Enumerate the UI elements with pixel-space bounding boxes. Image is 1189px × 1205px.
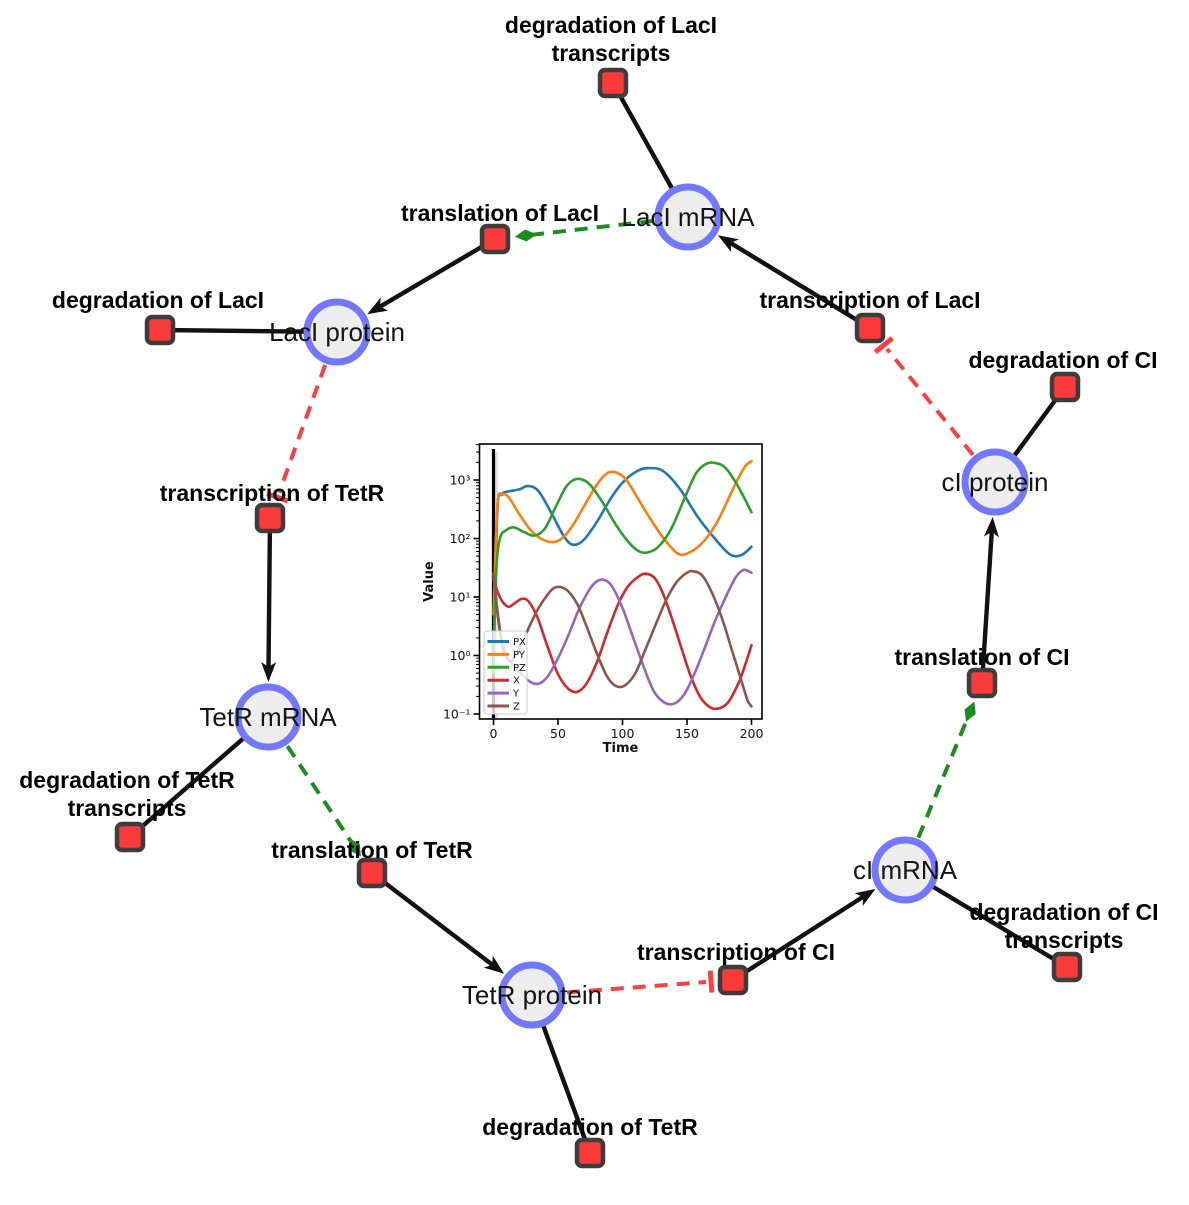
species-node-laci_mrna[interactable] [654, 183, 722, 251]
x-tick-label: 100 [611, 726, 635, 741]
species-label-laci_mrna: LacI mRNA [622, 202, 756, 232]
inhibition-tee [873, 336, 894, 354]
reaction-label-deg_laci: degradation of LacI [52, 287, 264, 313]
series-line-X [492, 572, 753, 711]
species-label-laci_protein: LacI protein [269, 317, 405, 347]
series-line-PY [492, 459, 753, 616]
x-tick-label: 200 [740, 726, 764, 741]
activation-arrowhead [964, 701, 976, 722]
reaction-node-tx_laci[interactable] [854, 312, 886, 344]
y-tick-label: 10¹ [450, 590, 471, 605]
activation-arrowhead [348, 838, 361, 857]
legend-entry-PZ: PZ [513, 663, 526, 674]
arrowhead [261, 661, 277, 682]
reaction-node-deg_laci[interactable] [144, 314, 176, 346]
species-node-tetr_protein[interactable] [498, 961, 566, 1029]
reaction-label-tl_ci: translation of CI [894, 644, 1069, 670]
species-node-ci_mrna[interactable] [871, 836, 939, 904]
edge-catalysis-tetr_mrna-tl_tetr [285, 745, 361, 857]
inhibition-tee [266, 491, 289, 504]
reaction-label-tl_tetr: translation of TetR [271, 837, 473, 863]
node-layer [114, 67, 1083, 1169]
edge-catalysis-ci_mrna-tl_ci [916, 701, 976, 839]
reaction-node-tl_laci[interactable] [479, 223, 511, 255]
y-tick-label: 10⁰ [450, 648, 471, 663]
reaction-node-deg_tetr_tx[interactable] [114, 821, 146, 853]
reaction-label-tl_laci: translation of LacI [401, 200, 599, 226]
inhibition-tee [707, 970, 715, 993]
edge-production-tl_tetr-tetr_protein [370, 871, 505, 974]
arrowhead [717, 235, 739, 252]
y-tick-label: 10⁻¹ [443, 707, 471, 722]
edge-production-tx_ci-ci_mrna [731, 888, 876, 982]
reaction-label-deg_ci_tx: transcripts [1005, 927, 1124, 953]
reaction-label-deg_laci_tx: transcripts [552, 40, 671, 66]
reaction-node-deg_laci_tx[interactable] [597, 67, 629, 99]
reaction-label-tx_tetr: transcription of TetR [160, 480, 385, 506]
species-node-laci_protein[interactable] [303, 298, 371, 366]
reaction-label-deg_tetr_tx: degradation of TetR [19, 767, 235, 793]
series-line-Y [492, 568, 753, 706]
reaction-node-deg_ci_tx[interactable] [1051, 951, 1083, 983]
plot-frame [478, 443, 763, 720]
arrowhead [483, 955, 505, 974]
chart-legend: PX PY PZ XYZ [483, 630, 528, 715]
reaction-label-tx_laci: transcription of LacI [759, 287, 980, 313]
y-tick-label: 10² [450, 531, 471, 546]
x-axis-label: Time [603, 741, 639, 756]
x-tick-label: 50 [550, 726, 566, 741]
reaction-label-tx_ci: transcription of CI [637, 939, 835, 965]
label-layer: degradation of LacItranscriptstranslatio… [19, 12, 1158, 1140]
reaction-node-tl_tetr[interactable] [356, 857, 388, 889]
legend-entry-PY: PY [513, 650, 526, 661]
x-tick-label: 150 [675, 726, 699, 741]
reaction-node-deg_tetr[interactable] [574, 1137, 606, 1169]
arrowhead [854, 888, 876, 906]
reaction-node-tl_ci[interactable] [966, 667, 998, 699]
x-tick-label: 0 [490, 726, 498, 741]
reaction-node-tx_ci[interactable] [717, 964, 749, 996]
species-node-ci_protein[interactable] [961, 448, 1029, 516]
species-label-ci_mrna: cI mRNA [853, 855, 958, 885]
species-label-ci_protein: cI protein [942, 467, 1049, 497]
edge-production-tx_tetr-tetr_mrna [261, 517, 277, 682]
series-line-Z [492, 569, 753, 708]
arrowhead [367, 297, 389, 315]
y-tick-label: 10³ [450, 473, 471, 488]
reaction-label-deg_tetr_tx: transcripts [68, 795, 187, 821]
legend-entry-X: X [513, 676, 520, 687]
y-axis-label: Value [422, 561, 437, 602]
reaction-label-deg_ci: degradation of CI [968, 347, 1157, 373]
legend-entry-Y: Y [512, 689, 520, 700]
series-line-PX [492, 466, 753, 657]
activation-arrowhead [514, 229, 537, 242]
reaction-label-deg_ci_tx: degradation of CI [969, 899, 1158, 925]
series-line-PZ [492, 461, 753, 675]
edge-inhibition-ci_protein-tx_laci [873, 336, 975, 457]
species-label-tetr_mrna: TetR mRNA [199, 702, 337, 732]
edge-inhibition-laci_protein-tx_tetr [266, 364, 328, 504]
edge-production-tl_ci-ci_protein [979, 516, 999, 684]
edge-inhibition-tetr_protein-tx_ci [566, 970, 715, 995]
species-label-tetr_protein: TetR protein [462, 980, 602, 1010]
reaction-node-tx_tetr[interactable] [254, 502, 286, 534]
edge-catalysis-laci_mrna-tl_laci [514, 218, 654, 242]
edge-production-tx_laci-laci_mrna [717, 235, 872, 330]
reaction-node-deg_ci[interactable] [1049, 371, 1081, 403]
species-node-tetr_mrna[interactable] [234, 683, 302, 751]
legend-entry-PX: PX [513, 637, 526, 648]
legend-entry-Z: Z [513, 702, 520, 713]
reaction-label-deg_laci_tx: degradation of LacI [505, 12, 717, 38]
arrowhead [984, 516, 999, 538]
edge-production-tl_laci-laci_protein [367, 237, 497, 315]
reaction-label-deg_tetr: degradation of TetR [482, 1114, 698, 1140]
